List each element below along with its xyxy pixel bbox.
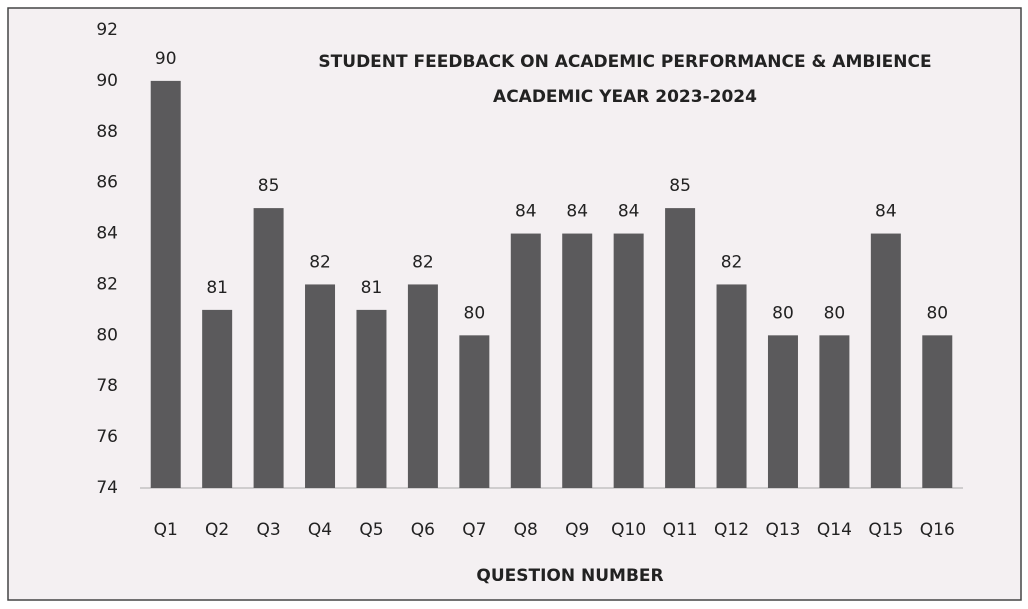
- value-label: 80: [824, 303, 846, 323]
- x-tick-label: Q10: [611, 520, 646, 540]
- x-tick-label: Q9: [565, 520, 589, 540]
- y-tick-label: 78: [96, 376, 118, 396]
- x-tick-label: Q6: [411, 520, 435, 540]
- x-tick-label: Q1: [154, 520, 178, 540]
- x-tick-label: Q4: [308, 520, 332, 540]
- value-label: 80: [464, 303, 486, 323]
- bar: [356, 309, 387, 488]
- x-tick-label: Q12: [714, 520, 749, 540]
- value-label: 82: [309, 252, 331, 272]
- value-label: 80: [926, 303, 948, 323]
- y-tick-label: 76: [96, 427, 118, 447]
- bar: [202, 309, 233, 488]
- x-tick-label: Q8: [514, 520, 538, 540]
- y-tick-label: 74: [96, 478, 118, 498]
- value-label: 85: [258, 176, 280, 196]
- y-tick-label: 92: [96, 20, 118, 40]
- value-label: 84: [515, 202, 537, 222]
- chart-subtitle: ACADEMIC YEAR 2023-2024: [493, 87, 757, 107]
- bar: [459, 335, 490, 488]
- value-label: 82: [721, 252, 743, 272]
- bar: [767, 335, 798, 488]
- value-label: 85: [669, 176, 691, 196]
- bar: [407, 284, 438, 488]
- bar: [922, 335, 953, 488]
- value-label: 82: [412, 252, 434, 272]
- x-tick-label: Q3: [256, 520, 280, 540]
- x-tick-label: Q2: [205, 520, 229, 540]
- y-tick-label: 84: [96, 224, 118, 244]
- x-tick-label: Q5: [359, 520, 383, 540]
- value-label: 80: [772, 303, 794, 323]
- bar: [253, 208, 284, 488]
- value-label: 84: [875, 202, 897, 222]
- bar: [305, 284, 336, 488]
- bar: [150, 80, 181, 488]
- x-tick-label: Q11: [663, 520, 698, 540]
- value-label: 81: [206, 278, 228, 298]
- value-label: 90: [155, 49, 177, 69]
- x-tick-label: Q7: [462, 520, 486, 540]
- bar: [613, 233, 644, 488]
- x-tick-label: Q13: [765, 520, 800, 540]
- bar: [870, 233, 901, 488]
- value-label: 84: [566, 202, 588, 222]
- y-tick-label: 80: [96, 325, 118, 345]
- chart-title: STUDENT FEEDBACK ON ACADEMIC PERFORMANCE…: [318, 52, 931, 72]
- x-tick-label: Q14: [817, 520, 852, 540]
- x-axis-title: QUESTION NUMBER: [476, 566, 663, 586]
- value-label: 81: [361, 278, 383, 298]
- bar: [665, 208, 696, 488]
- y-tick-label: 86: [96, 173, 118, 193]
- y-tick-label: 82: [96, 274, 118, 294]
- x-tick-label: Q16: [920, 520, 955, 540]
- x-tick-label: Q15: [868, 520, 903, 540]
- bar: [716, 284, 747, 488]
- bar: [819, 335, 850, 488]
- y-tick-label: 88: [96, 122, 118, 142]
- y-tick-label: 90: [96, 71, 118, 91]
- bar: [562, 233, 593, 488]
- value-label: 84: [618, 202, 640, 222]
- bar: [510, 233, 541, 488]
